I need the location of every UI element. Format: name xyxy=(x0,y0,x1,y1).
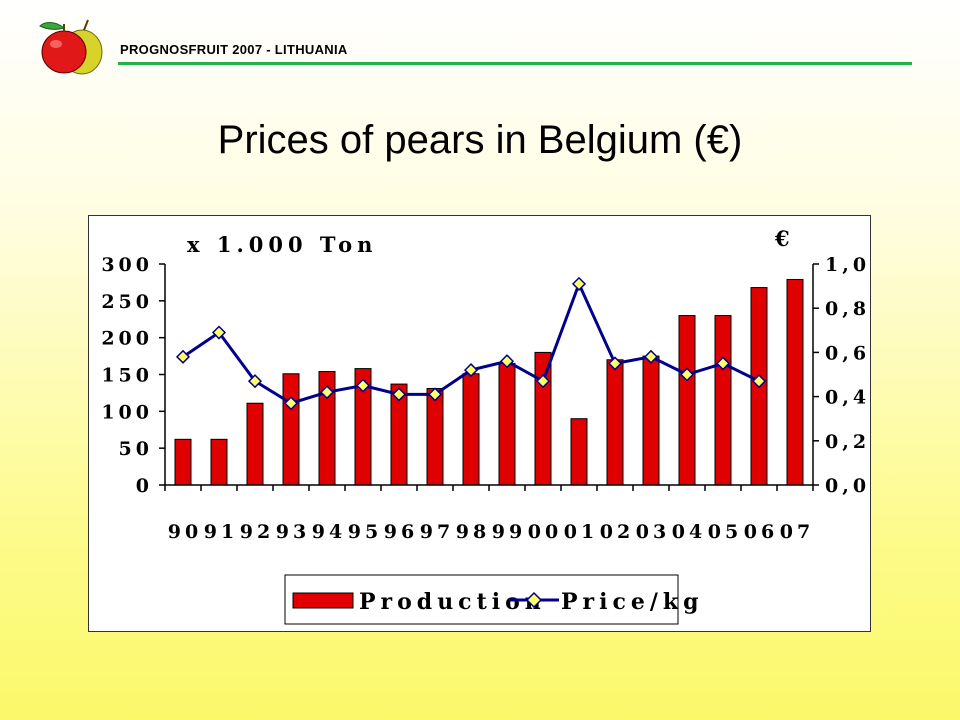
price-marker-95 xyxy=(355,378,371,393)
price-marker-97 xyxy=(427,387,443,402)
price-marker-02 xyxy=(607,356,623,371)
bar-07 xyxy=(786,278,804,486)
x-tick-label: 07 xyxy=(780,521,814,543)
bar-04 xyxy=(678,315,696,486)
bar-91 xyxy=(210,438,228,486)
legend-swatch-price-marker xyxy=(525,591,543,609)
price-marker-01 xyxy=(571,276,587,291)
x-tick-label: 99 xyxy=(492,521,526,543)
chart-container: x 1.000 Ton € 0 50 100 150 200 250 300 0,0 0,2 0,… xyxy=(88,215,871,632)
right-tick-label: 0,4 xyxy=(825,387,870,409)
left-tick-label: 0 xyxy=(136,475,153,497)
bar-93 xyxy=(282,373,300,486)
legend-label-price: Price/kg xyxy=(561,589,704,615)
price-marker-90 xyxy=(175,349,191,364)
price-marker-96 xyxy=(391,387,407,402)
price-marker-03 xyxy=(643,349,659,364)
axes-group xyxy=(159,263,819,491)
bar-92 xyxy=(246,402,264,486)
left-axis-unit: x 1.000 Ton xyxy=(187,232,377,257)
left-tick-label: 50 xyxy=(119,438,153,460)
price-marker-93 xyxy=(283,396,299,411)
right-tick-label: 0,2 xyxy=(825,431,870,453)
x-tick-label: 06 xyxy=(744,521,778,543)
bar-00 xyxy=(534,351,552,486)
slide-title: Prices of pears in Belgium (€) xyxy=(217,118,743,162)
price-marker-04 xyxy=(679,367,695,382)
price-marker-00 xyxy=(535,374,551,389)
x-tick-label: 97 xyxy=(420,521,454,543)
x-tick-label: 01 xyxy=(564,521,598,543)
x-tick-label: 94 xyxy=(312,521,346,543)
x-tick-label: 98 xyxy=(456,521,490,543)
price-marker-06 xyxy=(751,374,767,389)
bar-98 xyxy=(462,373,480,486)
header-title: PROGNOSFRUIT 2007 - LITHUANIA xyxy=(120,42,348,57)
right-tick-label: 0,8 xyxy=(825,298,870,320)
price-marker-99 xyxy=(499,354,515,369)
x-tick-label: 02 xyxy=(600,521,634,543)
left-tick-label: 250 xyxy=(101,291,153,313)
bars-group xyxy=(174,278,804,486)
left-tick-label: 200 xyxy=(101,328,153,350)
price-marker-05 xyxy=(715,356,731,371)
x-tick-label: 93 xyxy=(276,521,310,543)
bar-02 xyxy=(606,359,624,486)
left-tick-label: 300 xyxy=(101,254,153,276)
x-tick-label: 92 xyxy=(240,521,274,543)
legend: Production Price/kg xyxy=(284,574,704,625)
bar-03 xyxy=(642,355,660,486)
combo-chart: x 1.000 Ton € 0501001502002503000,00,20,… xyxy=(101,226,870,625)
legend-swatch-production xyxy=(292,592,354,609)
x-tick-label: 05 xyxy=(708,521,742,543)
right-axis-unit: € xyxy=(774,226,795,251)
bar-05 xyxy=(714,315,732,486)
header-divider xyxy=(118,62,912,65)
x-tick-label: 03 xyxy=(636,521,670,543)
x-tick-label: 04 xyxy=(672,521,706,543)
right-tick-label: 1,0 xyxy=(825,254,870,276)
x-tick-label: 96 xyxy=(384,521,418,543)
left-tick-label: 100 xyxy=(101,401,153,423)
bar-99 xyxy=(498,362,516,486)
price-marker-92 xyxy=(247,374,263,389)
price-marker-98 xyxy=(463,363,479,378)
legend-label-production: Production xyxy=(359,589,546,615)
right-tick-label: 0,6 xyxy=(825,342,870,364)
left-tick-label: 150 xyxy=(101,365,153,387)
bar-90 xyxy=(174,438,192,486)
price-marker-91 xyxy=(211,325,227,340)
apple-pear-icon xyxy=(39,19,103,75)
price-line-group xyxy=(175,276,767,411)
x-tick-label: 90 xyxy=(168,521,202,543)
x-tick-label: 00 xyxy=(528,521,562,543)
price-marker-94 xyxy=(319,385,335,400)
bar-01 xyxy=(570,418,588,486)
bar-97 xyxy=(426,387,444,486)
x-tick-label: 91 xyxy=(204,521,238,543)
x-tick-label: 95 xyxy=(348,521,382,543)
right-tick-label: 0,0 xyxy=(825,475,870,497)
